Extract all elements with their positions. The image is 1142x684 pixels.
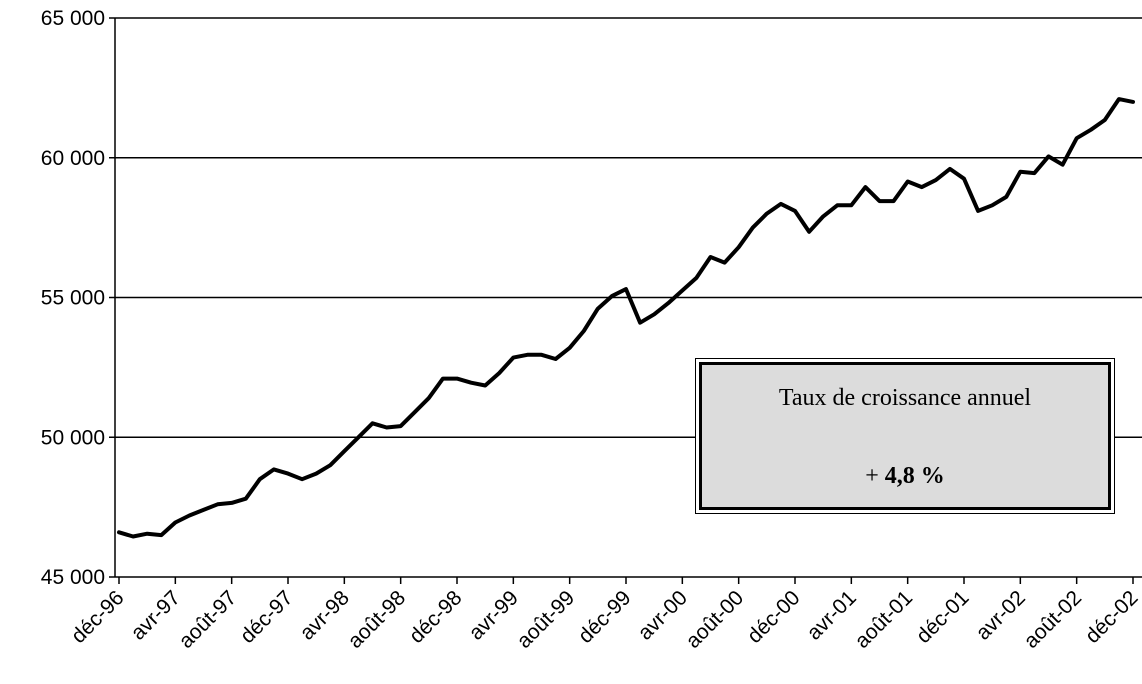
x-tick-label: août-97	[175, 586, 242, 653]
x-axis-ticks: déc-96avr-97août-97déc-97avr-98août-98dé…	[67, 577, 1142, 653]
x-tick-label: août-01	[851, 586, 918, 653]
y-axis-ticks: 45 000 50 000 55 000 60 000 65 000	[41, 7, 115, 589]
x-tick-label: août-02	[1020, 586, 1087, 653]
y-tick-label: 55 000	[41, 287, 105, 310]
y-tick-label: 60 000	[41, 147, 105, 170]
growth-rate-box-inner: Taux de croissance annuel + 4,8 %	[699, 362, 1111, 510]
growth-rate-prefix: +	[865, 463, 879, 489]
growth-rate-value-line: + 4,8 %	[702, 463, 1108, 490]
y-tick-label: 45 000	[41, 566, 105, 589]
x-tick-label: déc-01	[912, 586, 974, 648]
x-tick-label: déc-96	[67, 586, 129, 648]
x-tick-label: août-98	[344, 586, 411, 653]
y-tick-label: 50 000	[41, 426, 105, 449]
x-tick-label: déc-97	[236, 586, 298, 648]
x-tick-label: déc-99	[574, 586, 636, 648]
growth-rate-value: 4,8 %	[884, 463, 945, 489]
y-tick-label: 65 000	[41, 7, 105, 30]
x-tick-label: déc-98	[405, 586, 467, 648]
growth-rate-box: Taux de croissance annuel + 4,8 %	[695, 358, 1115, 514]
x-tick-label: déc-02	[1081, 586, 1142, 648]
x-tick-label: août-99	[513, 586, 580, 653]
growth-rate-title: Taux de croissance annuel	[778, 385, 1032, 411]
series-line	[117, 97, 1135, 539]
x-tick-label: août-00	[682, 586, 749, 653]
x-tick-label: déc-00	[743, 586, 805, 648]
